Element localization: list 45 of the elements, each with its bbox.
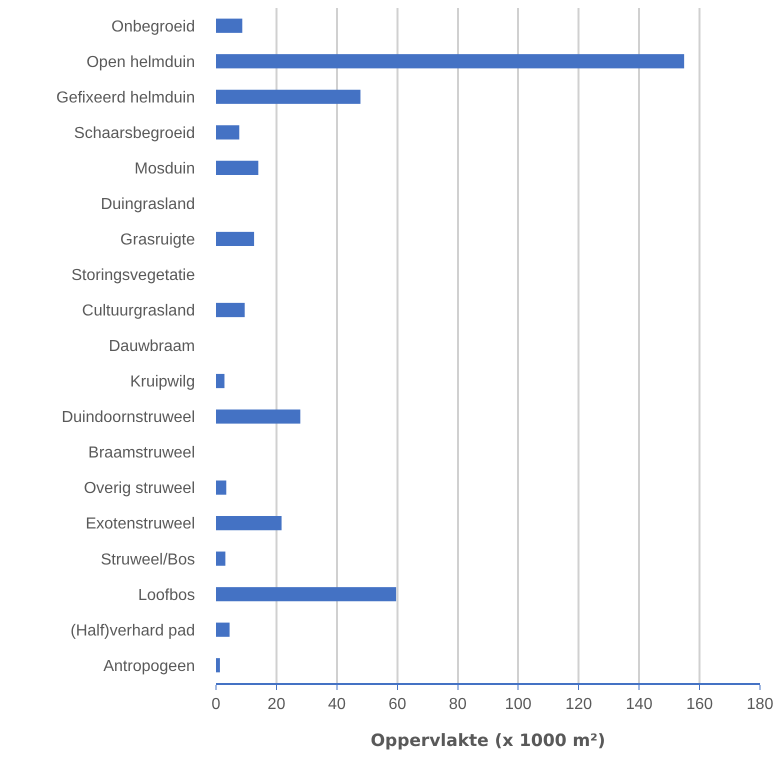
y-tick-label: Onbegroeid bbox=[111, 18, 195, 36]
x-tick-label: 120 bbox=[565, 696, 592, 713]
x-axis-title: Oppervlakte (x 1000 m²) bbox=[370, 730, 606, 751]
bar bbox=[216, 516, 282, 530]
x-tick-label: 0 bbox=[212, 696, 221, 713]
bar bbox=[216, 160, 258, 175]
bar bbox=[216, 302, 245, 318]
y-tick-label: Struweel/Bos bbox=[100, 551, 195, 568]
y-tick-label: Braamstruweel bbox=[88, 444, 195, 462]
y-tick-label: Duindoornstruweel bbox=[62, 409, 195, 426]
x-tick-label: 80 bbox=[448, 696, 467, 713]
bar bbox=[216, 658, 220, 672]
y-tick-label: Loofbos bbox=[138, 586, 195, 604]
y-tick-label: Duingrasland bbox=[100, 196, 195, 213]
x-tick-label: 160 bbox=[686, 696, 714, 713]
y-tick-label: Storingsvegetatie bbox=[71, 267, 196, 284]
x-tick-label: 180 bbox=[746, 696, 774, 713]
bar bbox=[216, 622, 230, 637]
bar bbox=[216, 232, 254, 246]
y-tick-label: Open helmduin bbox=[86, 54, 195, 71]
y-tick-label: Exotenstruweel bbox=[86, 516, 195, 533]
x-tick-label: 140 bbox=[626, 696, 653, 713]
bar bbox=[216, 374, 224, 388]
y-tick-label: Antropogeen bbox=[103, 658, 195, 675]
y-tick-label: Mosduin bbox=[134, 160, 195, 178]
bar bbox=[216, 90, 360, 104]
bar bbox=[216, 18, 242, 33]
x-tick-label: 40 bbox=[328, 696, 346, 713]
bar bbox=[216, 54, 684, 68]
y-tick-label: Dauwbraam bbox=[108, 338, 195, 356]
bar bbox=[216, 552, 226, 566]
y-tick-label: Grasruigte bbox=[120, 232, 196, 249]
y-tick-label: (Half)verhard pad bbox=[70, 622, 195, 640]
x-tick-label: 20 bbox=[268, 696, 286, 713]
bar bbox=[216, 409, 300, 424]
bar bbox=[216, 587, 396, 602]
x-tick-label: 100 bbox=[504, 696, 532, 713]
bar bbox=[216, 480, 226, 495]
y-tick-label: Cultuurgrasland bbox=[82, 302, 195, 320]
y-tick-label: Gefixeerd helmduin bbox=[56, 89, 195, 106]
y-tick-label: Overig struweel bbox=[84, 480, 195, 498]
y-tick-label: Kruipwilg bbox=[130, 374, 195, 391]
y-tick-label: Schaarsbegroeid bbox=[74, 124, 195, 142]
x-tick-label: 60 bbox=[388, 696, 406, 713]
bar bbox=[216, 125, 240, 140]
